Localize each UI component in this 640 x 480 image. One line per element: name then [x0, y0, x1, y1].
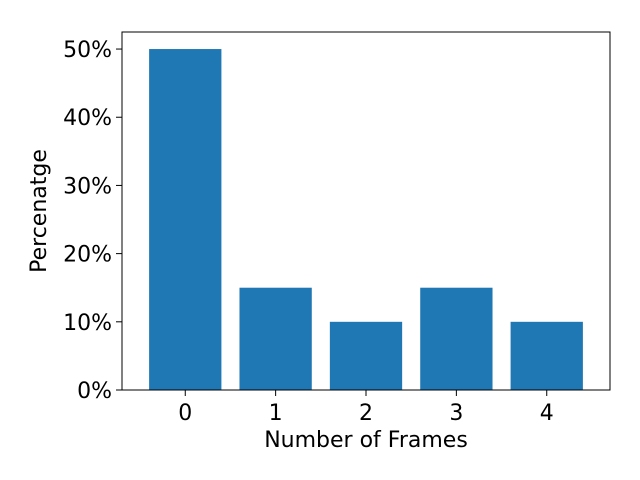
y-axis-ticks: 0% 10% 20% 30% 40% 50%: [63, 38, 122, 404]
bar-2: [329, 321, 403, 390]
y-tick-label: 20%: [63, 243, 112, 268]
x-tick-label: 2: [359, 401, 373, 426]
x-tick-label: 3: [449, 401, 463, 426]
bar-4: [510, 321, 583, 390]
y-tick-label: 40%: [63, 106, 112, 131]
x-axis-label: Number of Frames: [264, 428, 468, 453]
plot-frame: [121, 31, 611, 391]
x-tick-label: 0: [178, 401, 192, 426]
y-tick-label: 0%: [77, 379, 112, 404]
bar-3: [420, 287, 493, 390]
y-tick-label: 50%: [63, 38, 112, 63]
y-tick-label: 30%: [63, 174, 112, 199]
bars-group: [149, 49, 583, 391]
y-tick-label: 10%: [63, 311, 112, 336]
bar-0: [149, 49, 222, 391]
y-axis-label: Percenatge: [27, 149, 52, 273]
bar-1: [239, 287, 312, 390]
x-tick-label: 4: [540, 401, 554, 426]
x-tick-label: 1: [269, 401, 283, 426]
x-axis-ticks: 0 1 2 3 4: [178, 390, 554, 426]
